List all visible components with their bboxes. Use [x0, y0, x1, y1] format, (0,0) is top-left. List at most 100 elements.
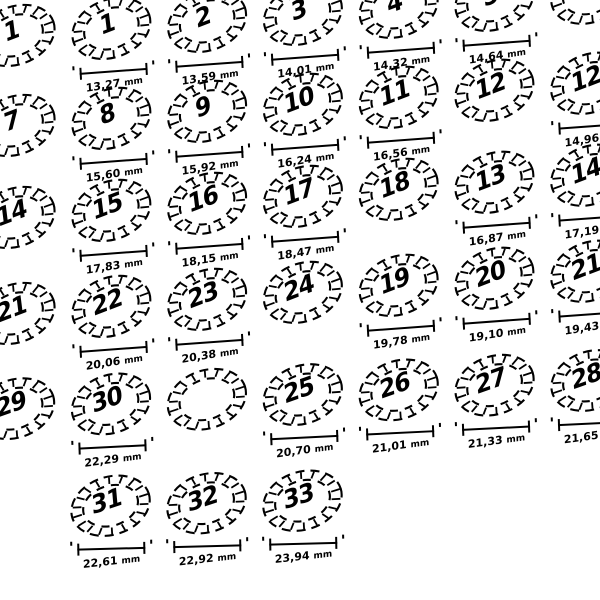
diameter-dimension: 20,38 mm	[167, 331, 252, 366]
ring-size-cell[interactable]: 30 22,29 mm	[62, 369, 162, 478]
diameter-dimension: 20,70 mm	[262, 427, 347, 461]
ring-graphic	[353, 0, 444, 43]
ring-outline-icon	[454, 58, 535, 122]
ring-size-cell[interactable]: 22 20,06 mm	[62, 270, 163, 381]
measurement-unit: mm	[121, 554, 141, 567]
dimension-tick-right	[535, 32, 538, 37]
measurement-value: 23,94	[274, 549, 310, 566]
measurement-unit: mm	[219, 346, 239, 360]
ring-graphic	[162, 167, 253, 239]
ring-graphic	[545, 345, 600, 415]
dimension-tick-left	[551, 121, 554, 126]
ring-size-cell[interactable]: 1	[0, 0, 67, 110]
ring-size-cell[interactable]: 2 13,59 mm	[158, 0, 259, 96]
diameter-dimension: 20,06 mm	[71, 338, 156, 373]
dimension-tick-left	[263, 142, 267, 147]
ring-size-cell[interactable]: 20 19,10 mm	[445, 242, 546, 353]
ring-size-cell[interactable]: 29	[0, 373, 66, 482]
measurement-value: 20,70	[275, 442, 312, 461]
ring-size-cell[interactable]: 14	[0, 181, 67, 292]
ring-size-cell[interactable]: 7	[0, 89, 67, 200]
ring-graphic	[353, 61, 444, 133]
ring-size-cell[interactable]: 31 22,61 mm	[62, 471, 160, 577]
ring-graphic	[0, 277, 61, 349]
dimension-tick-right	[152, 338, 155, 343]
ring-size-cell[interactable]: 26 21,01 mm	[350, 355, 450, 464]
ring-size-cell[interactable]: 27 21,33 mm	[445, 350, 545, 459]
measurement-unit: mm	[123, 257, 144, 271]
ring-size-cell[interactable]: 32 22,92 mm	[158, 469, 256, 575]
dimension-tick-left	[454, 422, 457, 427]
dimension-tick-left	[551, 213, 554, 218]
ring-outline-icon	[166, 367, 248, 431]
ring-outline-icon	[550, 143, 600, 207]
dimension-tick-left	[550, 417, 553, 422]
ring-graphic	[258, 359, 348, 429]
dimension-line	[558, 214, 600, 222]
measurement-value: 22,92	[178, 551, 214, 569]
dimension-tick-right	[342, 427, 346, 432]
ring-size-cell[interactable]: 25 20,70 mm	[254, 359, 354, 468]
ring-size-cell[interactable]: 8 15,60 mm	[62, 82, 163, 193]
ring-size-cell[interactable]: 9 15,92 mm	[158, 75, 259, 186]
ring-outline-icon	[550, 349, 600, 412]
ring-size-cell[interactable]: 21	[0, 277, 67, 388]
dimension-tick-right	[343, 46, 346, 51]
ring-size-cell[interactable]	[158, 364, 258, 473]
measurement-value: 22,61	[82, 554, 118, 571]
dimension-line	[557, 420, 600, 427]
measurement-unit: mm	[315, 243, 335, 257]
ring-size-cell[interactable]: 10 16,24 mm	[253, 68, 354, 179]
measurement-unit: mm	[219, 250, 239, 264]
dimension-line	[269, 541, 338, 546]
ring-size-cell[interactable]: 1 13,27 mm	[62, 0, 163, 103]
ring-outline-icon	[0, 93, 56, 158]
ring-outline-icon	[262, 0, 343, 46]
measurement-unit: mm	[122, 452, 142, 465]
ring-size-cell[interactable]: 514,64 mm	[445, 0, 546, 75]
ring-size-cell[interactable]: 33 23,94 mm	[254, 466, 352, 572]
measurement-unit: mm	[313, 549, 333, 562]
diameter-dimension: 19,10 mm	[454, 310, 539, 345]
dimension-tick-right	[343, 136, 346, 141]
ring-outline-icon	[70, 372, 152, 436]
ring-graphic	[66, 0, 157, 65]
ring-size-cell[interactable]: 6	[541, 0, 600, 68]
ring-size-cell[interactable]: 17 18,47 mm	[253, 160, 354, 271]
ring-graphic	[162, 75, 253, 147]
ring-graphic	[545, 0, 600, 29]
measurement-unit: mm	[411, 332, 431, 346]
ring-size-cell[interactable]: 12	[445, 54, 546, 165]
ring-size-cell[interactable]: 3 14,01 mm	[253, 0, 354, 89]
ring-size-cell[interactable]: 24	[253, 256, 354, 367]
measurement-value: 19,43	[564, 319, 600, 338]
ring-size-cell[interactable]: 18	[349, 153, 450, 264]
dimension-line	[77, 546, 146, 551]
diameter-dimension: 21,01 mm	[358, 422, 443, 456]
ring-size-cell[interactable]: 15 17,83 mm	[62, 174, 163, 285]
diameter-dimension: 22,61 mm	[69, 539, 153, 571]
ring-size-cell[interactable]: 16 18,15 mm	[158, 167, 259, 278]
dimension-line	[558, 310, 600, 318]
ring-graphic	[162, 263, 253, 335]
ring-outline-icon	[262, 469, 343, 532]
ring-size-cell[interactable]: 11 16,56 mm	[349, 61, 450, 172]
dimension-tick-left	[455, 38, 458, 43]
dimension-tick-left	[263, 431, 266, 436]
ring-size-cell[interactable]: 13 16,87 mm	[445, 146, 546, 257]
ring-size-cell[interactable]: 4 14,32 mm	[349, 0, 450, 82]
dimension-tick-right	[534, 418, 537, 423]
ring-graphic	[0, 89, 61, 161]
diameter-dimension: 19,43 mm	[550, 305, 600, 338]
ring-size-cell[interactable]: 23 20,38 mm	[158, 263, 259, 374]
dimension-line	[173, 544, 242, 549]
measurement-unit: mm	[217, 551, 237, 565]
ring-size-cell[interactable]: 19 19,78 mm	[349, 249, 450, 360]
diameter-dimension: 23,94 mm	[261, 534, 345, 566]
dimension-tick-right	[247, 235, 251, 240]
